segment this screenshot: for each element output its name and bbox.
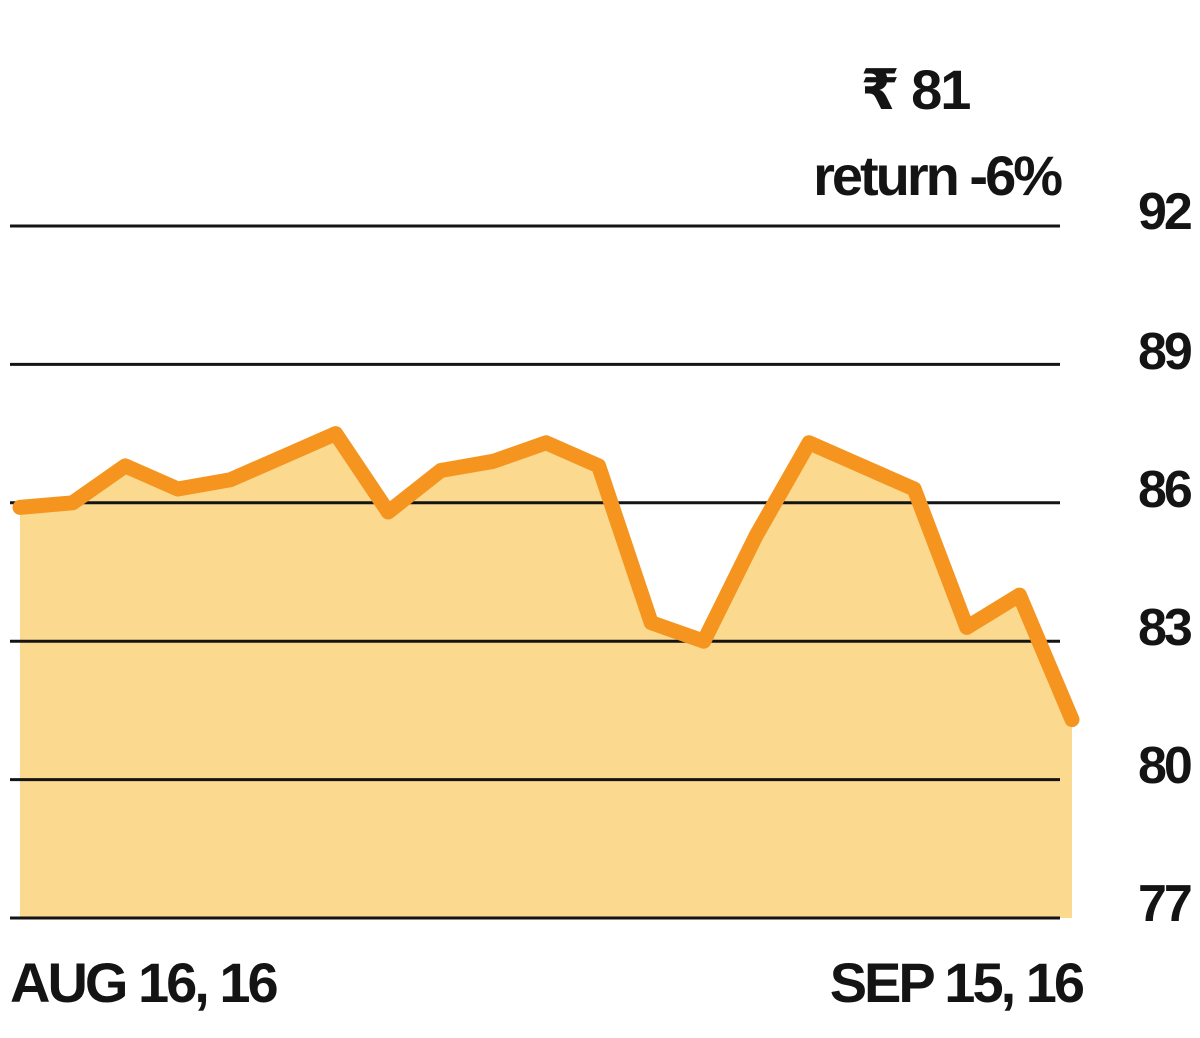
price-point [433, 463, 448, 478]
y-tick-label: 89 [1138, 323, 1193, 381]
price-point [907, 481, 922, 496]
current-price-label: ₹ 81 [860, 58, 972, 121]
x-tick-label-end: SEP 15, 16 [829, 951, 1085, 1014]
price-point [854, 458, 869, 473]
price-point [486, 454, 501, 469]
price-point [328, 426, 343, 441]
x-tick-label-start: AUG 16, 16 [10, 951, 279, 1014]
price-point [591, 458, 606, 473]
y-tick-label: 77 [1138, 875, 1193, 933]
gridlines [10, 224, 1060, 920]
price-point [13, 500, 27, 515]
price-area-fill [20, 433, 1072, 918]
price-point [749, 528, 764, 543]
y-tick-label: 80 [1138, 737, 1193, 795]
price-point [276, 449, 290, 464]
price-line-layer [12, 426, 1080, 728]
price-point [118, 458, 133, 473]
y-tick-label: 86 [1138, 461, 1193, 519]
return-label: return -6% [813, 144, 1063, 207]
area-fill-layer [20, 433, 1072, 918]
price-point [170, 481, 185, 496]
price-point [696, 634, 711, 649]
price-point [223, 472, 238, 487]
price-point [802, 435, 816, 450]
price-point [644, 615, 659, 630]
price-point [959, 620, 974, 635]
price-point [539, 435, 553, 450]
price-point [1065, 712, 1079, 727]
price-point [1012, 588, 1027, 603]
y-tick-label: 83 [1138, 599, 1193, 657]
price-point [65, 495, 80, 510]
price-point [381, 505, 396, 520]
y-tick-label: 92 [1138, 183, 1193, 241]
